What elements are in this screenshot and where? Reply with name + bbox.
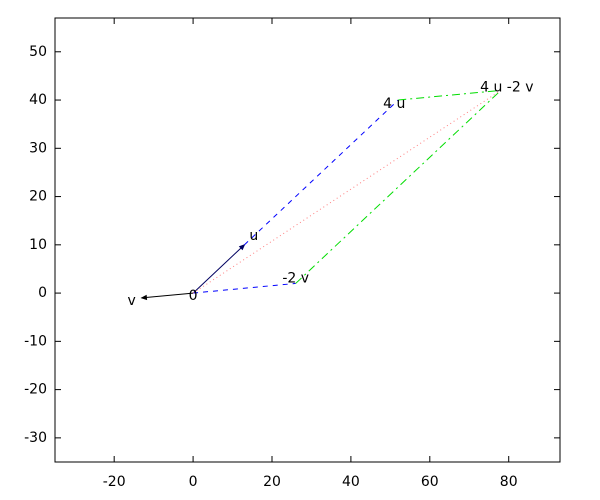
y-tick-label: 20 xyxy=(29,189,47,205)
vector-segment xyxy=(295,90,502,284)
y-tick-label: -30 xyxy=(24,430,47,446)
y-tick-label: -20 xyxy=(24,382,47,398)
arrow-head xyxy=(140,294,148,301)
point-label: 4 u -2 v xyxy=(480,79,533,95)
x-tick-label: 60 xyxy=(421,474,439,490)
x-tick-label: 40 xyxy=(342,474,360,490)
vector-segment xyxy=(398,89,501,101)
y-tick-label: -10 xyxy=(24,333,47,349)
y-tick-label: 50 xyxy=(29,44,47,60)
point-label: v xyxy=(128,293,136,309)
point-label: -2 v xyxy=(282,270,309,286)
y-tick-label: 40 xyxy=(29,92,47,108)
point-label: 0 xyxy=(189,288,198,304)
x-tick-label: 80 xyxy=(500,474,518,490)
x-tick-label: -20 xyxy=(103,474,126,490)
vector-segment xyxy=(192,89,502,294)
plot-frame xyxy=(54,17,561,463)
y-tick-label: 10 xyxy=(29,237,47,253)
arrow-head xyxy=(238,243,246,251)
y-tick-label: 0 xyxy=(38,285,47,301)
vector-segment xyxy=(141,292,194,299)
point-label: u xyxy=(249,228,258,244)
vector-segment xyxy=(193,282,296,294)
y-tick-label: 30 xyxy=(29,140,47,156)
x-tick-label: 0 xyxy=(189,474,198,490)
vector-segment xyxy=(192,244,245,294)
x-tick-label: 20 xyxy=(263,474,281,490)
point-label: 4 u xyxy=(383,96,405,112)
